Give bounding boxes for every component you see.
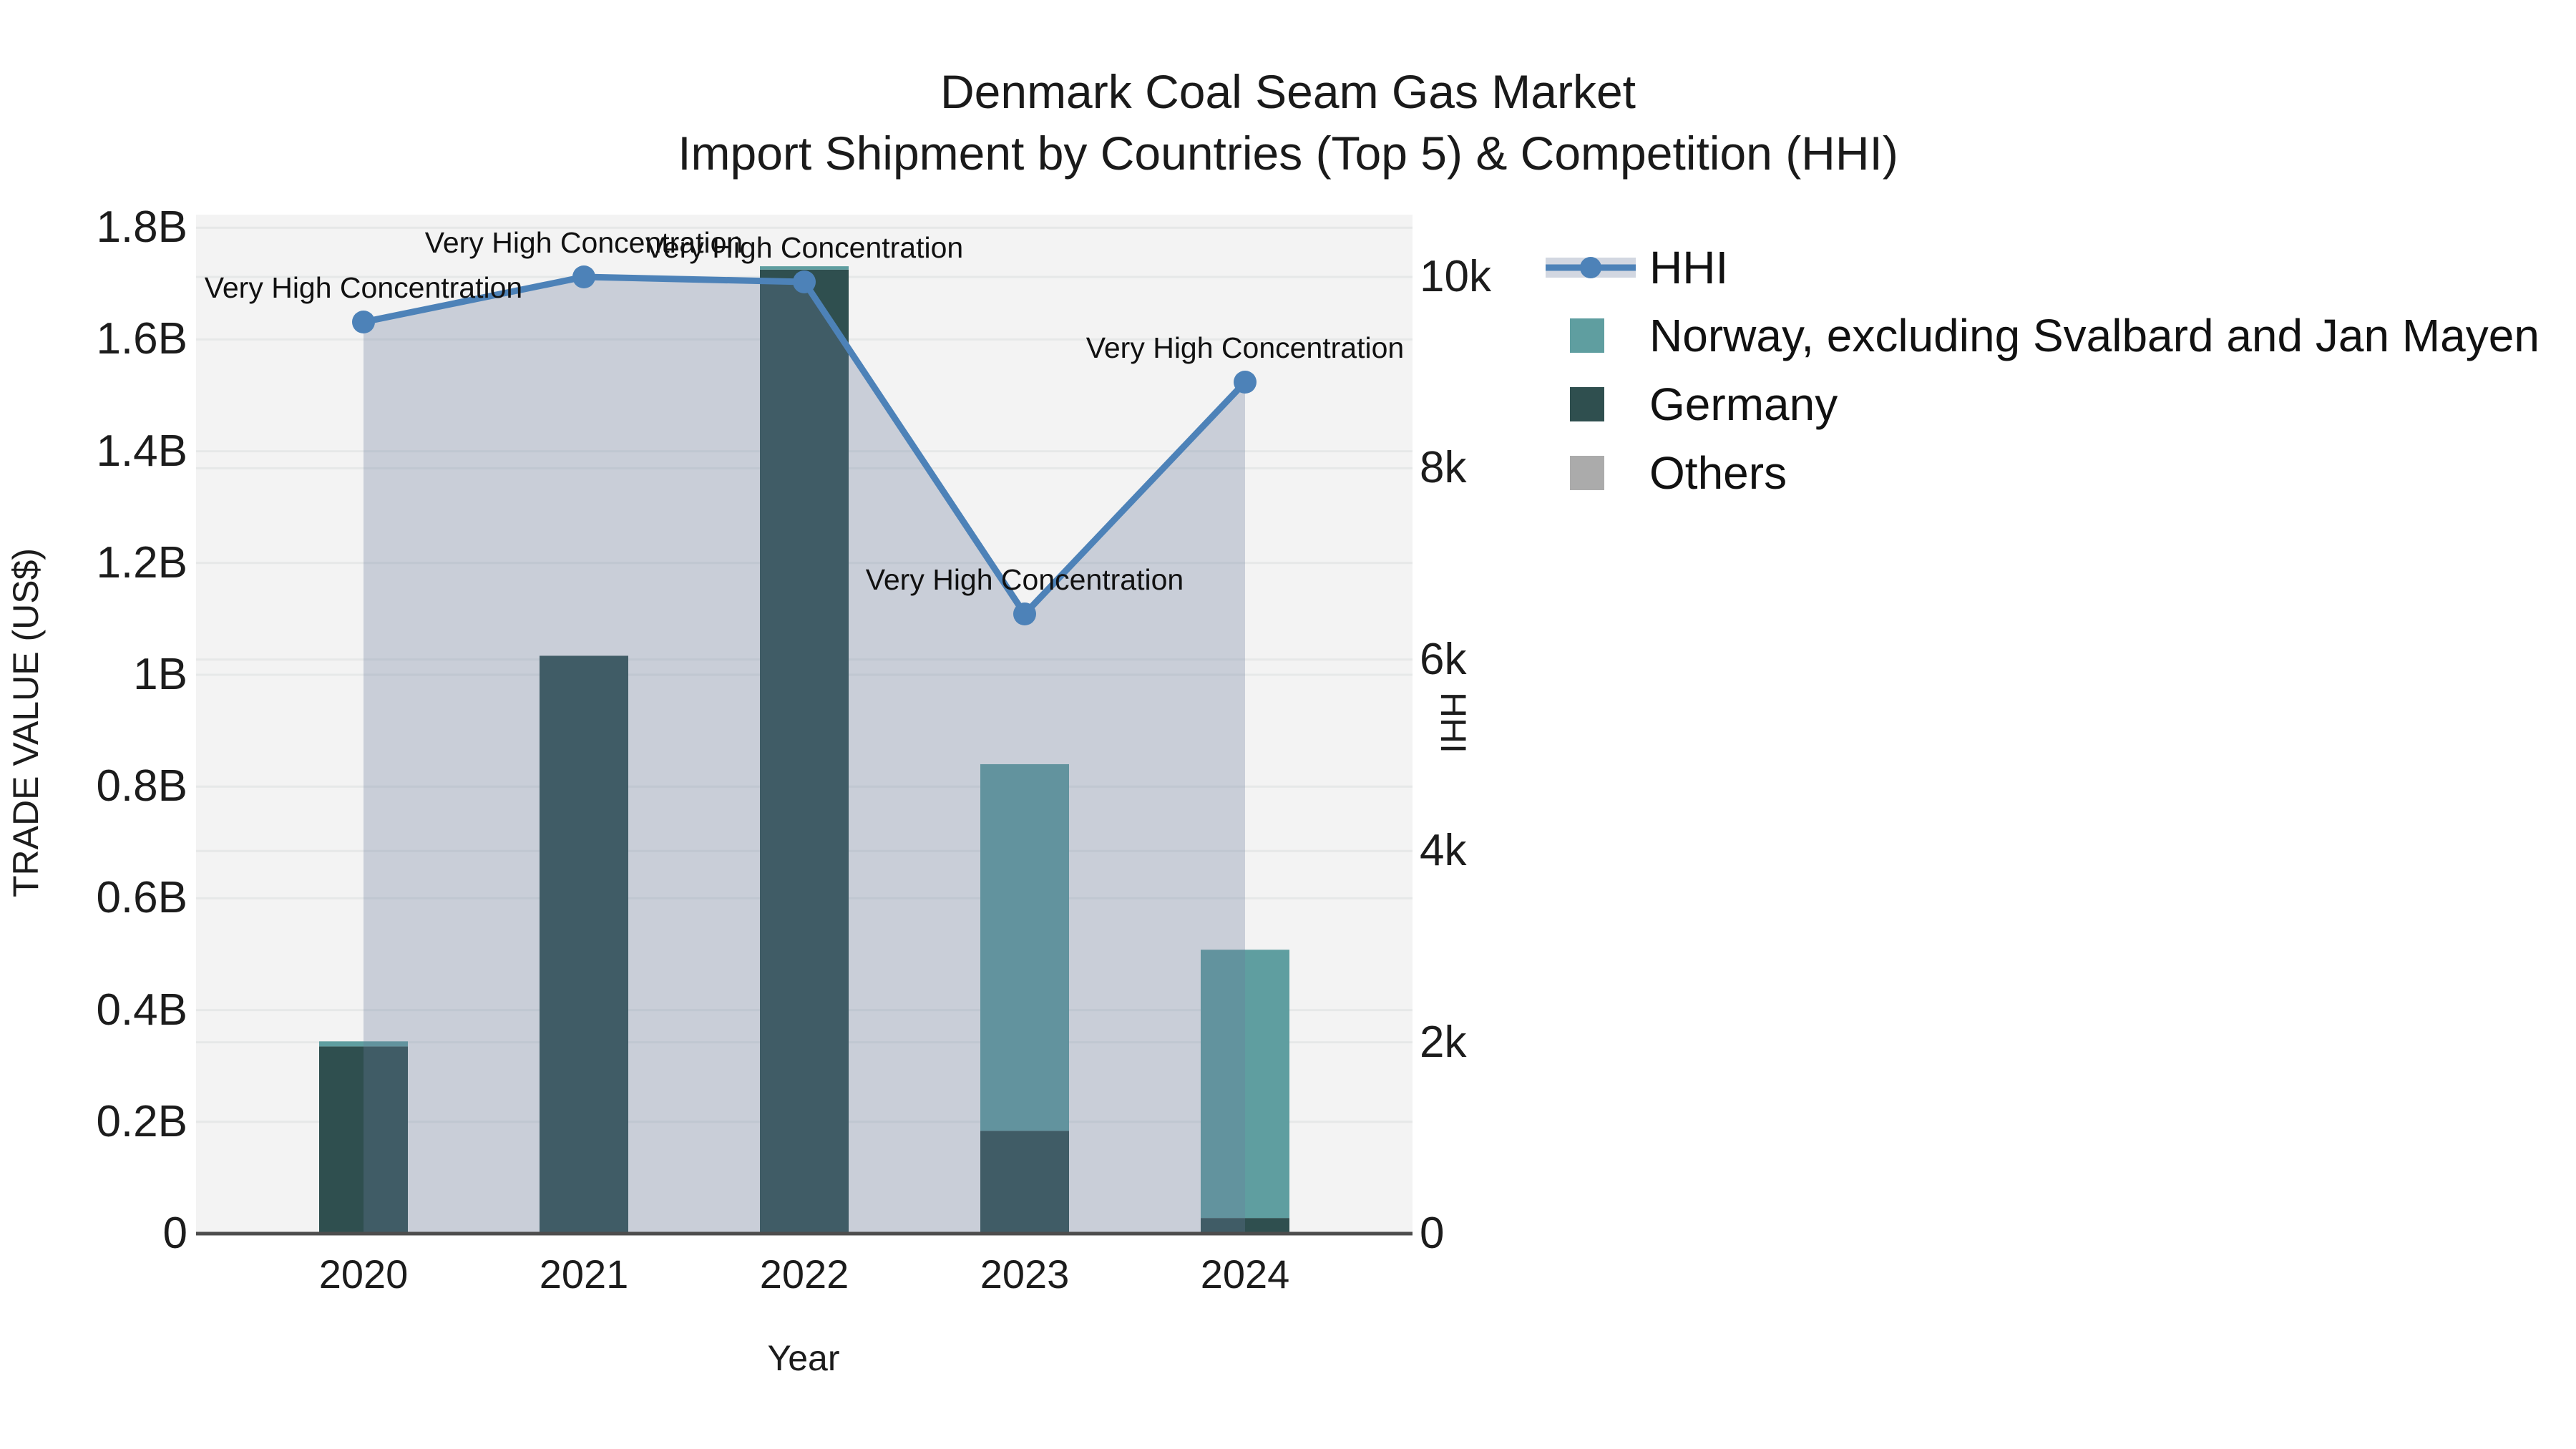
hhi-marker-2023 xyxy=(1013,602,1036,625)
x-tick-2020: 2020 xyxy=(318,1252,409,1297)
bar-germany-2022 xyxy=(760,269,849,1234)
hhi-area-fill xyxy=(364,277,1245,1234)
y-right-tick-2k: 2k xyxy=(1420,1018,1467,1067)
y-right-tick-10k: 10k xyxy=(1420,252,1491,301)
hhi-line-swatch-icon xyxy=(1546,257,1636,278)
legend-label-others: Others xyxy=(1649,447,1787,499)
x-tick-2022: 2022 xyxy=(759,1252,849,1297)
y-left-tick-0.4B: 0.4B xyxy=(96,985,187,1035)
others-color-swatch-icon xyxy=(1570,456,1604,490)
y-left-tick-0: 0 xyxy=(162,1209,187,1258)
y-right-tick-0: 0 xyxy=(1420,1209,1445,1258)
y-left-tick-0.6B: 0.6B xyxy=(96,873,187,922)
hhi-marker-2021 xyxy=(572,265,595,288)
y-left-tick-0.8B: 0.8B xyxy=(96,761,187,811)
hhi-annotation-2023: Very High Concentration xyxy=(865,563,1184,596)
chart-title-line1: Denmark Coal Seam Gas Market xyxy=(940,65,1636,118)
bar-norway-2022 xyxy=(760,266,849,270)
y-left-tick-1.6B: 1.6B xyxy=(96,314,187,364)
bar-norway-2020 xyxy=(319,1041,408,1047)
hhi-annotation-2020: Very High Concentration xyxy=(204,271,523,304)
y-left-tick-1.4B: 1.4B xyxy=(96,426,187,476)
bar-germany-2024 xyxy=(1201,1218,1289,1234)
bar-norway-2023 xyxy=(980,763,1069,1131)
hhi-annotation-2021: Very High Concentration xyxy=(424,226,743,259)
hhi-marker-2020 xyxy=(352,311,375,333)
x-tick-2023: 2023 xyxy=(980,1252,1070,1297)
chart-title-line2: Import Shipment by Countries (Top 5) & C… xyxy=(678,127,1898,180)
x-tick-2024: 2024 xyxy=(1200,1252,1290,1297)
bar-germany-2023 xyxy=(980,1131,1069,1234)
hhi-annotation-2024: Very High Concentration xyxy=(1085,331,1405,364)
y-left-tick-1.2B: 1.2B xyxy=(96,538,187,587)
y-right-tick-8k: 8k xyxy=(1420,443,1467,492)
norway-color-swatch-icon xyxy=(1570,318,1604,353)
y-left-tick-1B: 1B xyxy=(133,650,187,699)
y-right-tick-6k: 6k xyxy=(1420,635,1467,684)
legend-label-norway: Norway, excluding Svalbard and Jan Mayen xyxy=(1649,310,2540,361)
bar-germany-2020 xyxy=(319,1046,408,1234)
x-axis-title: Year xyxy=(767,1338,840,1378)
legend-label-hhi: HHI xyxy=(1649,242,1729,293)
germany-color-swatch-icon xyxy=(1570,387,1604,421)
y-right-tick-4k: 4k xyxy=(1420,826,1467,875)
x-tick-2021: 2021 xyxy=(539,1252,629,1297)
bar-germany-2021 xyxy=(540,655,628,1234)
hhi-marker-2022 xyxy=(793,270,816,293)
legend-label-germany: Germany xyxy=(1649,379,1838,430)
y-left-tick-0.2B: 0.2B xyxy=(96,1097,187,1146)
bar-norway-2024 xyxy=(1201,950,1289,1219)
hhi-marker-2024 xyxy=(1234,371,1257,394)
hhi-annotation-2022: Very High Concentration xyxy=(645,231,964,264)
y-left-tick-1.8B: 1.8B xyxy=(96,203,187,252)
